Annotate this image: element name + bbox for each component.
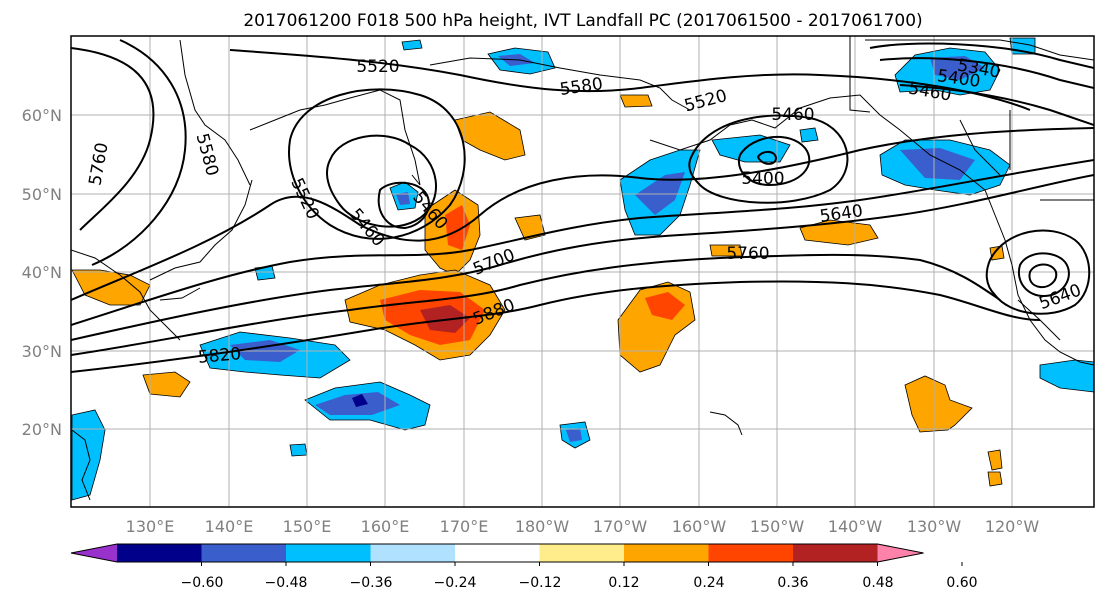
lon-label: 140°E [205,517,254,536]
colorbar-tick-label: −0.24 [434,575,477,591]
colorbar-bin [201,544,287,562]
colorbar-ticks: −0.60 −0.48 −0.36 −0.24 −0.12 0.12 0.24 … [181,575,978,591]
colorbar-bin [624,544,709,562]
map-frame [70,35,1095,508]
lat-label: 60°N [22,106,62,125]
colorbar-tick-label: −0.36 [350,575,393,591]
map-title: 2017061200 F018 500 hPa height, IVT Land… [243,11,922,31]
lon-label: 130°E [126,517,175,536]
lon-label: 130°W [907,517,962,536]
lat-label: 30°N [22,342,62,361]
height-contours [71,39,1094,373]
colorbar-bin [793,544,878,562]
longitude-labels: 130°E 140°E 150°E 160°E 170°E 180°W 170°… [126,517,1040,536]
colorbar-bin [455,544,540,562]
colorbar-bin [539,544,625,562]
lon-label: 160°E [361,517,410,536]
lon-label: 170°W [593,517,648,536]
lon-label: 120°W [985,517,1040,536]
colorbar-tick-label: −0.60 [181,575,224,591]
colorbar-tick-label: 0.36 [777,575,808,591]
contour-label: 5760 [726,244,769,264]
colorbar-tick-label: 0.60 [946,575,977,591]
lat-label: 50°N [22,185,62,204]
lat-label: 40°N [22,263,62,282]
lon-label: 170°E [440,517,489,536]
colorbar-extend-high [877,544,924,562]
lat-label: 20°N [22,420,62,439]
latitude-labels: 60°N 50°N 40°N 30°N 20°N [22,106,62,439]
map-area: 5520 5580 5520 5460 5340 5400 5460 5760 … [71,36,1094,507]
lon-label: 150°E [283,517,332,536]
colorbar-tick-label: 0.48 [862,575,893,591]
colorbar-tick-label: −0.48 [265,575,308,591]
contour-label: 5460 [771,105,814,125]
coastlines [71,36,1094,501]
colorbar-bin [286,544,371,562]
contour-label: 5400 [741,169,784,189]
lon-label: 180°W [515,517,570,536]
colorbar-bin [370,544,456,562]
colorbar-extend-low [71,544,117,562]
colorbar-tick-label: −0.12 [519,575,562,591]
lon-label: 140°W [828,517,883,536]
colorbar-tick-label: 0.12 [608,575,639,591]
contour-label: 5520 [356,57,399,77]
colorbar [70,543,963,566]
lon-label: 150°W [750,517,805,536]
lon-label: 160°W [672,517,727,536]
colorbar-bin [117,544,202,562]
colorbar-bin [708,544,794,562]
colorbar-outline [70,543,924,563]
contour-label: 5820 [197,344,242,368]
colorbar-tick-label: 0.24 [693,575,724,591]
